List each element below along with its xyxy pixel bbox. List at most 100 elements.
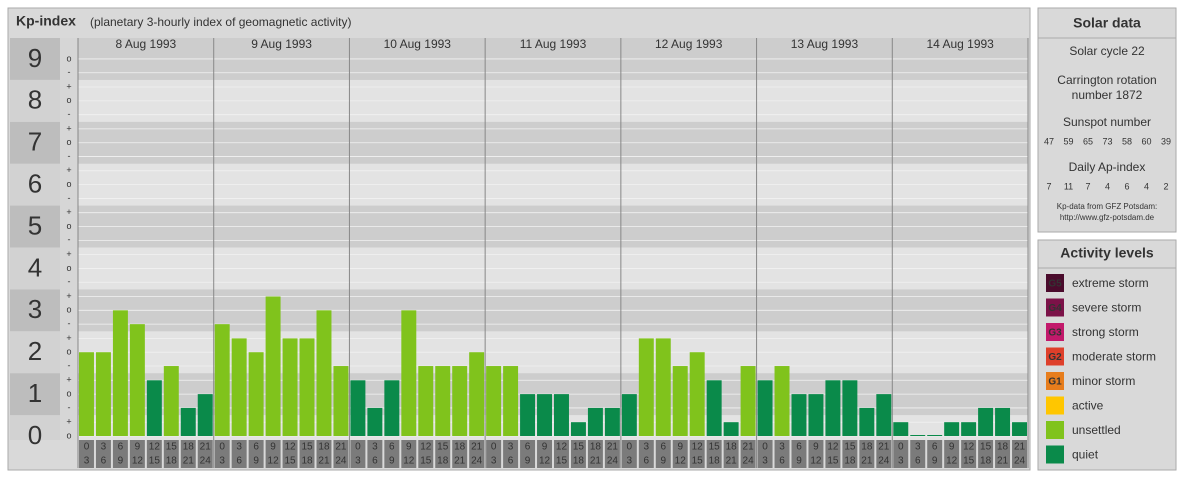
hour-box <box>95 440 111 468</box>
bar <box>248 352 264 436</box>
hour-box <box>231 440 247 468</box>
legend-label: severe storm <box>1072 301 1141 315</box>
ap-value: 4 <box>1144 181 1149 191</box>
hour-label: 21 <box>878 442 890 453</box>
day-label: 9 Aug 1993 <box>251 37 312 51</box>
bar <box>367 407 383 436</box>
legend-title: Activity levels <box>1060 245 1154 261</box>
hour-label: 9 <box>135 442 141 453</box>
legend-swatch <box>1046 396 1064 415</box>
legend-code: G2 <box>1048 352 1062 363</box>
hour-label: 15 <box>844 442 856 453</box>
hour-label: 18 <box>861 442 873 453</box>
bar <box>554 394 569 436</box>
bar <box>774 366 790 436</box>
bar <box>1012 422 1027 436</box>
bar <box>995 407 1011 436</box>
carrington: Carrington rotation <box>1057 73 1156 87</box>
hour-label: 15 <box>149 456 161 467</box>
bar <box>570 422 586 436</box>
hour-box <box>537 440 552 468</box>
y-tick-label: 1 <box>28 378 42 408</box>
bar <box>689 352 705 436</box>
day-label: 14 Aug 1993 <box>926 37 994 51</box>
y-minor-label: - <box>68 235 71 245</box>
bar <box>197 394 213 436</box>
hour-box <box>859 440 875 468</box>
y-minor-label: o <box>66 179 71 189</box>
hour-label: 9 <box>677 442 683 453</box>
bar <box>944 422 960 436</box>
hour-label: 21 <box>861 456 873 467</box>
bar <box>537 394 552 436</box>
hour-label: 24 <box>200 456 212 467</box>
bar <box>587 407 603 436</box>
hour-label: 18 <box>997 442 1009 453</box>
bar <box>604 407 620 436</box>
hour-box <box>689 440 705 468</box>
bar <box>316 310 332 436</box>
y-tick-label: 9 <box>28 43 42 73</box>
hour-label: 12 <box>675 456 687 467</box>
hour-label: 12 <box>827 442 839 453</box>
bar <box>299 338 315 436</box>
hour-box <box>469 440 485 468</box>
y-minor-label: + <box>66 123 71 133</box>
bar <box>978 407 994 436</box>
bar <box>435 366 451 436</box>
hour-label: 3 <box>491 456 497 467</box>
hour-label: 21 <box>997 456 1009 467</box>
hour-label: 12 <box>149 442 161 453</box>
bar <box>859 407 875 436</box>
hour-label: 3 <box>508 442 514 453</box>
hour-label: 15 <box>692 456 704 467</box>
y-minor-label: + <box>66 207 71 217</box>
hour-label: 3 <box>644 442 650 453</box>
hour-label: 6 <box>118 442 124 453</box>
hour-box <box>486 440 502 468</box>
y-tick-label: 0 <box>28 420 42 450</box>
legend-swatch <box>1046 372 1064 390</box>
ap-value: 7 <box>1085 181 1090 191</box>
hour-box <box>265 440 281 468</box>
hour-box <box>418 440 434 468</box>
hour-label: 0 <box>491 442 497 453</box>
hour-box <box>995 440 1011 468</box>
solar-cycle: Solar cycle 22 <box>1069 44 1145 58</box>
bar <box>350 380 366 436</box>
legend-swatch <box>1046 347 1064 366</box>
hour-box <box>638 440 654 468</box>
hour-label: 3 <box>762 456 768 467</box>
hour-label: 3 <box>101 442 107 453</box>
y-tick-label: 2 <box>28 336 42 366</box>
legend-label: minor storm <box>1072 374 1135 388</box>
day-label: 8 Aug 1993 <box>115 37 176 51</box>
bar <box>706 380 722 436</box>
y-tick-label: 6 <box>28 169 42 199</box>
hour-label: 24 <box>878 456 890 467</box>
hour-label: 18 <box>437 456 449 467</box>
hour-box <box>401 440 417 468</box>
hour-box <box>587 440 603 468</box>
hour-label: 15 <box>556 456 568 467</box>
hour-label: 9 <box>253 456 259 467</box>
hour-label: 6 <box>525 442 531 453</box>
hour-label: 12 <box>556 442 568 453</box>
hour-box <box>672 440 688 468</box>
bar <box>452 366 468 436</box>
hour-label: 24 <box>607 456 619 467</box>
bar <box>333 366 349 436</box>
hour-label: 12 <box>132 456 144 467</box>
y-minor-label: o <box>66 430 71 440</box>
hour-box <box>1012 440 1027 468</box>
y-minor-label: - <box>68 109 71 119</box>
hour-box <box>129 440 145 468</box>
y-label-cell <box>10 331 60 374</box>
carrington: number 1872 <box>1072 88 1143 102</box>
y-minor-label: o <box>66 263 71 273</box>
y-minor-label: - <box>68 193 71 203</box>
y-minor-label: + <box>66 249 71 259</box>
hour-label: 9 <box>270 442 276 453</box>
hour-label: 6 <box>779 456 785 467</box>
